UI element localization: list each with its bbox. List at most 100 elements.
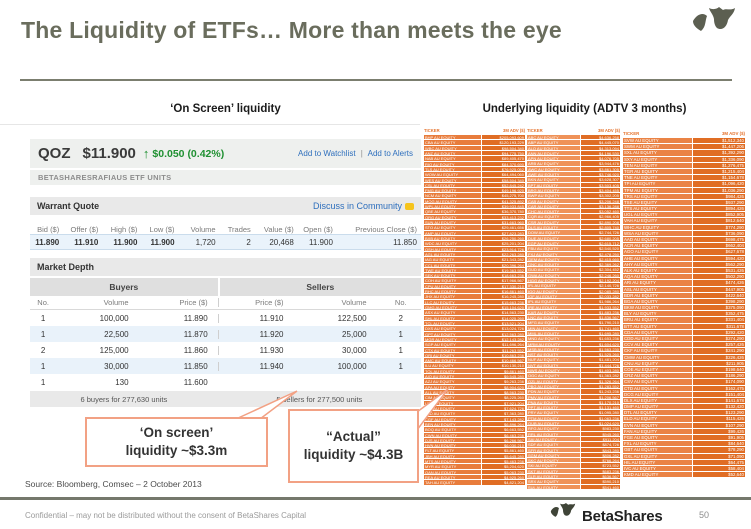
list-item: FGE AU EQUITY $91,905 — [623, 435, 745, 442]
ticker-cell: TGR AU EQUITY — [623, 168, 693, 175]
ticker-cell: BHP AU EQUITY — [424, 135, 482, 140]
discuss-in-community-link[interactable]: Discuss in Community — [313, 201, 414, 211]
list-item: MML AU EQUITY $1,695,280 — [527, 330, 620, 337]
ticker-cell: GXL AU EQUITY — [623, 453, 693, 459]
value-cell: $76,925,052 — [482, 166, 525, 172]
list-item: CAB AU EQUITY $3,206,248 — [527, 198, 620, 204]
value-cell: $2,540,520 — [580, 246, 620, 251]
buyers-group-header: Buyers — [30, 278, 218, 296]
value-cell: $806,282 — [580, 452, 620, 458]
list-item: JHX AU EQUITY $16,245,280 — [424, 294, 525, 300]
column-header: Value ($) — [263, 225, 294, 234]
link-separator: | — [360, 149, 363, 158]
value-cell: $3,944,476 — [580, 161, 620, 166]
value-cell: $1,170,210 — [580, 399, 620, 405]
ticker-cell: QUB AU EQUITY — [527, 421, 580, 426]
list-item: QBE AU EQUITY $36,370,780 — [424, 209, 525, 215]
seller-count: 1 — [398, 361, 403, 371]
value-cell: $22,263,280 — [482, 251, 525, 257]
ticker-cell: ABC AU EQUITY — [527, 135, 580, 140]
list-item: GBT AU EQUITY $78,290 — [623, 447, 745, 454]
list-item: CRZ AU EQUITY $186,290 — [623, 373, 745, 380]
ticker-cell: SEK AU EQUITY — [424, 273, 482, 278]
ticker-cell: TTS AU EQUITY — [623, 206, 693, 212]
list-item: MQG AU EQUITY $41,325,892 — [424, 198, 525, 205]
buyer-count: 2 — [40, 345, 46, 355]
col-price: Price ($) — [255, 298, 284, 307]
list-item: ORG AU EQUITY $33,413,232 — [424, 214, 525, 220]
list-item: CPU AU EQUITY $17,330,210 — [424, 283, 525, 290]
value-cell: $15,104,620 — [482, 305, 525, 310]
ticker-cell: CAR AU EQUITY — [527, 203, 580, 209]
value-cell: $1,447,206 — [693, 144, 745, 150]
ticker-cell: SDF AU EQUITY — [527, 442, 580, 447]
table-row: 1 100,000 11.890 11.910 122,500 2 — [30, 310, 421, 326]
col-no: No. — [37, 298, 49, 307]
ticker-cell: BWP AU EQUITY — [527, 193, 580, 198]
list-item: PNA AU EQUITY $1,170,210 — [527, 399, 620, 406]
ticker-cell: CPU AU EQUITY — [424, 283, 482, 289]
value-cell: $843,280 — [580, 447, 620, 452]
seller-price: 11.910 — [259, 313, 284, 323]
value-cell: $1,096,420 — [693, 181, 745, 187]
ticker-cell: FXJ AU EQUITY — [527, 251, 580, 256]
value-cell: $1,243,236 — [580, 389, 620, 394]
value-cell: $683,236 — [580, 468, 620, 473]
adtv-table-1: TICKER 3M ADV ($) BHP AU EQUITY $205,093… — [424, 127, 525, 486]
ticker-cell: BEN AU EQUITY — [424, 421, 482, 427]
value-cell: $736,090 — [693, 230, 745, 236]
ticker-cell: TOL AU EQUITY — [424, 368, 482, 374]
adtv-header-value: 3M ADV ($) — [598, 128, 620, 133]
list-item: SGP AU EQUITY $11,696,264 — [424, 342, 525, 348]
ticker-cell: TAH AU EQUITY — [424, 480, 482, 485]
value-cell: $698,475 — [693, 237, 745, 243]
ticker-cell: TEN AU EQUITY — [623, 162, 693, 168]
ticker-symbol: QOZ — [38, 145, 71, 162]
list-item: AWE AU EQUITY $3,746,920 — [527, 172, 620, 178]
list-item: DLX AU EQUITY $141,678 — [623, 397, 745, 405]
value-cell: $2,805,740 — [580, 225, 620, 230]
ticker-cell: AGL AU EQUITY — [424, 251, 482, 257]
add-to-alerts-link[interactable]: Add to Alerts — [367, 149, 413, 158]
value-cell: $10,466,567 — [482, 358, 525, 363]
list-item: SWM AU EQUITY $1,447,206 — [623, 144, 745, 151]
list-item: MRM AU EQUITY $1,604,620 — [527, 341, 620, 347]
title-underline — [20, 79, 732, 81]
list-item: NVT AU EQUITY $1,444,726 — [527, 362, 620, 369]
value-cell: $6,463,236 — [482, 432, 525, 437]
ticker-cell: DLS AU EQUITY — [527, 225, 580, 230]
list-item: DUE AU EQUITY $2,680,205 — [527, 235, 620, 241]
value-cell: $874,726 — [580, 442, 620, 447]
list-item: ALQ AU EQUITY $4,313,094 — [527, 145, 620, 151]
value-cell: $186,290 — [693, 373, 745, 379]
value-cell: $502,290 — [693, 274, 745, 280]
value-cell: $141,678 — [693, 397, 745, 404]
seller-count: 1 — [398, 345, 403, 355]
list-item: QAN AU EQUITY $5,063,230 — [424, 469, 525, 475]
ticker-cell: HIL AU EQUITY — [623, 459, 693, 465]
quote-value: 2 — [246, 237, 251, 247]
list-item: OZL AU EQUITY $1,326,264 — [527, 378, 620, 384]
value-cell: $98,504,340 — [482, 145, 525, 150]
ticker-cell: WSA AU EQUITY — [623, 230, 693, 236]
list-item: AMP AU EQUITY $27,823,283 — [424, 230, 525, 236]
value-cell: $4,821,204 — [482, 480, 525, 485]
list-item: PPT AU EQUITY $1,131,460 — [527, 405, 620, 411]
buyer-price: 11.850 — [183, 361, 208, 371]
ticker-cell: AAD AU EQUITY — [623, 237, 693, 243]
list-item: CQR AU EQUITY $2,966,405 — [527, 214, 620, 220]
list-item: AIO AU EQUITY $9,545,280 — [424, 374, 525, 380]
ticker-cell: MFG AU EQUITY — [527, 320, 580, 325]
ticker-cell: CSL AU EQUITY — [424, 182, 482, 188]
ticker-cell: SXL AU EQUITY — [623, 150, 693, 156]
ticker-cell: LEI AU EQUITY — [424, 400, 482, 405]
ticker-cell: CKF AU EQUITY — [623, 348, 693, 354]
add-to-watchlist-link[interactable]: Add to Watchlist — [298, 149, 356, 158]
list-item: WBC AU EQUITY $98,504,340 — [424, 145, 525, 151]
ticker-cell: WES AU EQUITY — [424, 177, 482, 182]
ticker-cell: BSL AU EQUITY — [424, 405, 482, 411]
ticker-cell: NVT AU EQUITY — [527, 362, 580, 368]
quote-value: 11.900 — [113, 237, 138, 247]
value-cell: $2,140,726 — [580, 283, 620, 288]
value-cell: $636,567 — [580, 474, 620, 479]
